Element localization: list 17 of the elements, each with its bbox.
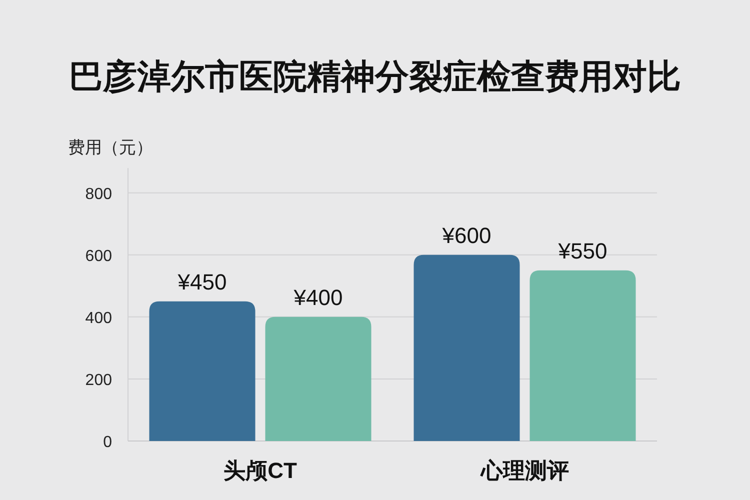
- data-label: ¥400: [292, 284, 343, 310]
- y-tick-label: 400: [85, 310, 112, 327]
- data-label: ¥550: [557, 238, 608, 264]
- y-tick-label: 0: [103, 434, 112, 451]
- y-tick-label: 800: [85, 186, 112, 203]
- bar: [414, 254, 520, 441]
- chart-title: 巴彦淖尔市医院精神分裂症检查费用对比: [69, 58, 681, 96]
- data-label: ¥450: [176, 269, 227, 294]
- y-tick-label: 600: [85, 248, 112, 265]
- x-tick-label: 头颅CT: [224, 458, 298, 483]
- x-tick-label: 心理测评: [480, 458, 569, 483]
- bar: [265, 316, 372, 441]
- y-axis-title: 费用（元）: [68, 138, 153, 157]
- data-label: ¥600: [441, 222, 492, 248]
- bar: [149, 301, 256, 441]
- y-tick-label: 200: [85, 372, 112, 389]
- bar: [530, 270, 636, 441]
